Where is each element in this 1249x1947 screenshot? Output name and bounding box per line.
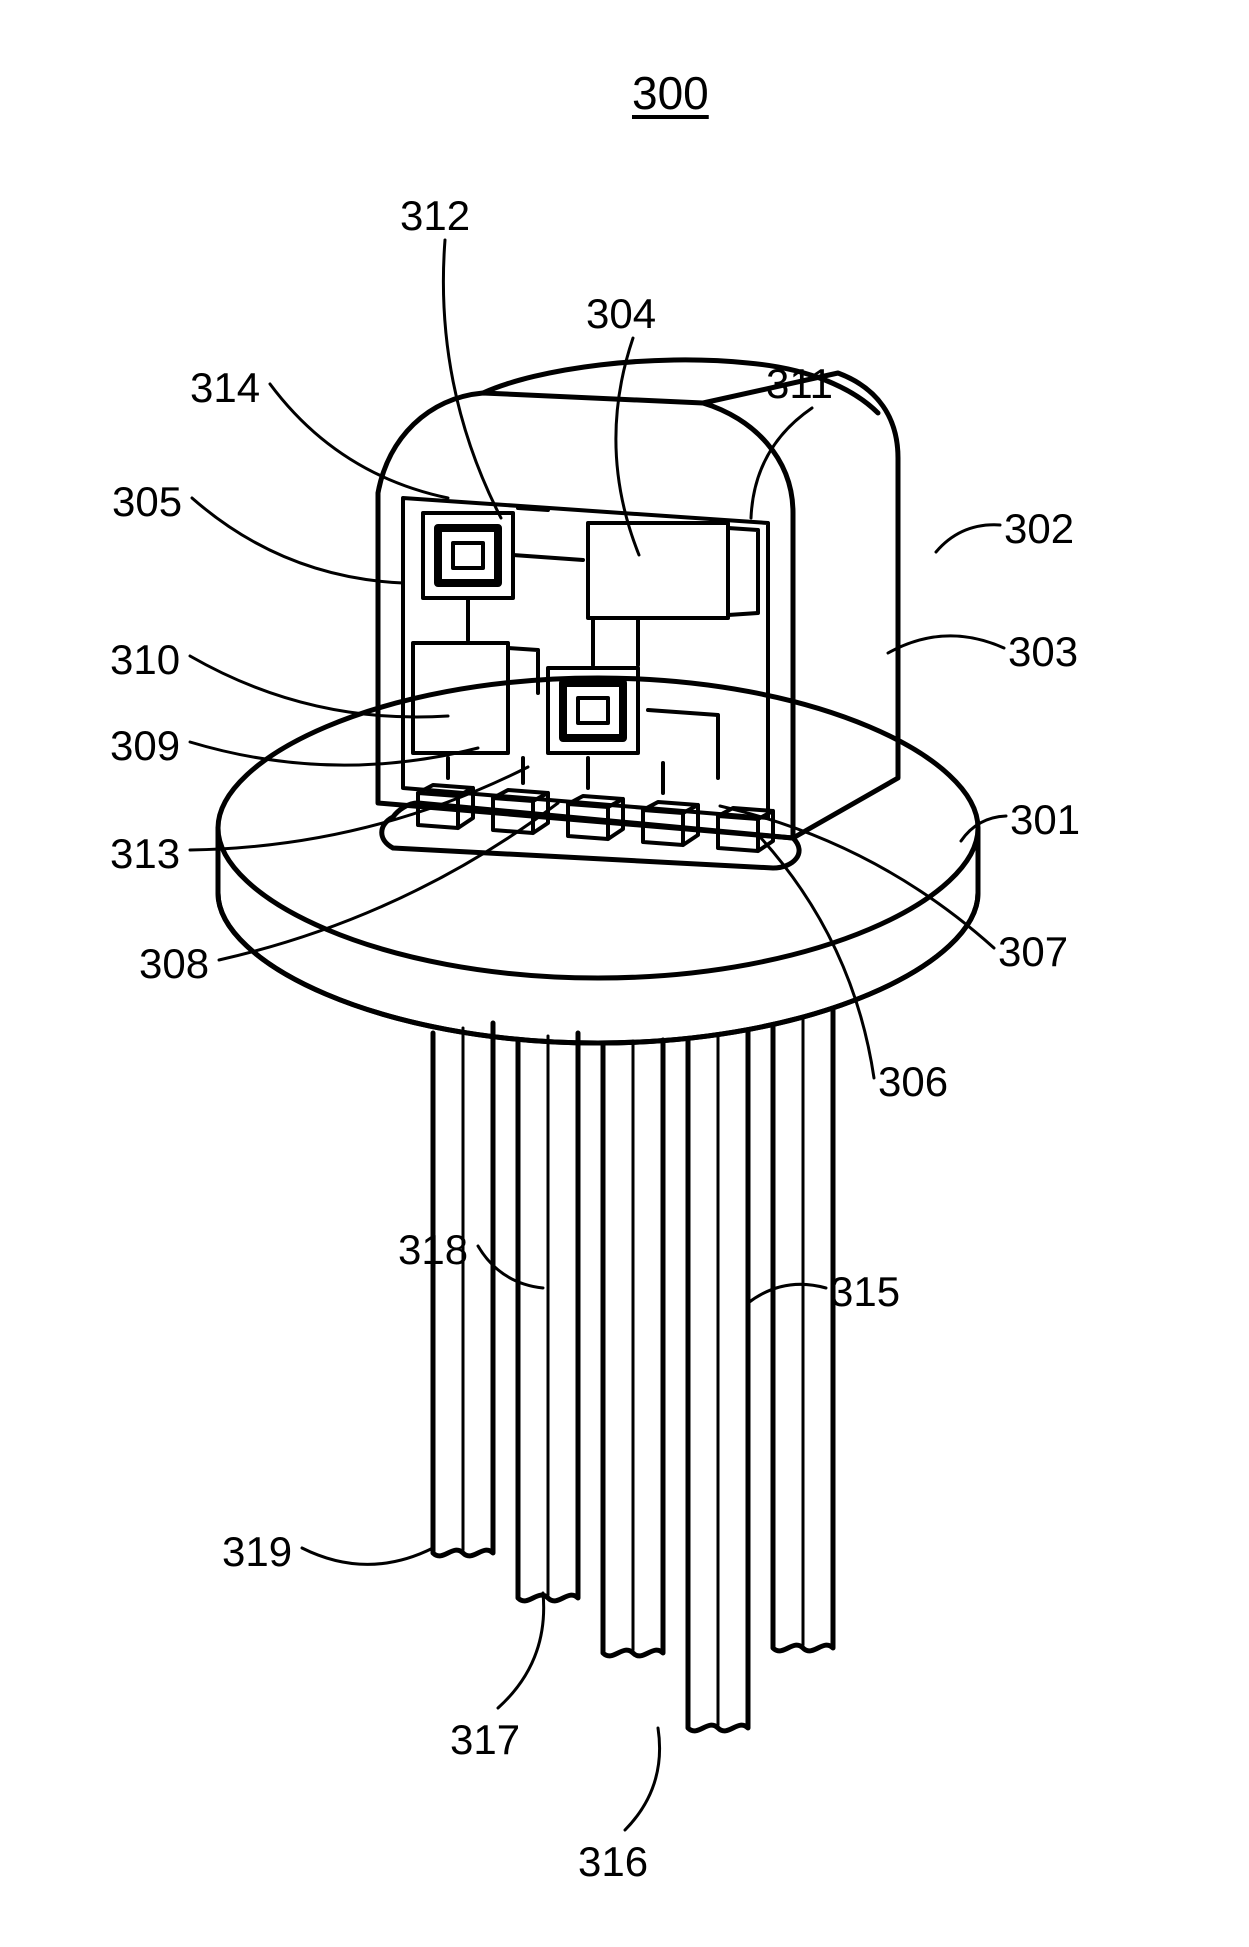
ref-label-312: 312 (400, 192, 470, 240)
leader-301 (961, 816, 1006, 841)
leader-310 (190, 656, 448, 717)
leader-314 (270, 384, 448, 498)
leader-318 (478, 1246, 543, 1288)
leader-302 (936, 525, 1000, 552)
ref-label-301: 301 (1010, 796, 1080, 844)
leader-303 (888, 636, 1004, 653)
leader-308 (219, 803, 558, 960)
ref-label-302: 302 (1004, 505, 1074, 553)
ref-label-311: 311 (766, 360, 833, 408)
ref-label-314: 314 (190, 364, 260, 412)
leader-315 (748, 1284, 826, 1303)
ref-label-303: 303 (1008, 628, 1078, 676)
patent-figure: 300 312 304 314 311 305 302 310 303 309 301 313 307… (0, 0, 1249, 1947)
ref-label-310: 310 (110, 636, 180, 684)
ref-label-307: 307 (998, 928, 1068, 976)
leader-317 (498, 1593, 544, 1708)
figure-title: 300 (632, 66, 709, 120)
ref-label-315: 315 (830, 1268, 900, 1316)
ref-label-309: 309 (110, 722, 180, 770)
ref-label-318: 318 (398, 1226, 468, 1274)
ref-label-304: 304 (586, 290, 656, 338)
leader-312 (443, 240, 501, 518)
ref-label-308: 308 (139, 940, 209, 988)
ref-label-306: 306 (878, 1058, 948, 1106)
ref-label-316: 316 (578, 1838, 648, 1886)
ref-label-313: 313 (110, 830, 180, 878)
leader-319 (302, 1548, 433, 1564)
ref-label-319: 319 (222, 1528, 292, 1576)
leader-305 (192, 498, 403, 583)
leader-316 (625, 1728, 660, 1830)
ref-label-317: 317 (450, 1716, 520, 1764)
ref-label-305: 305 (112, 478, 182, 526)
